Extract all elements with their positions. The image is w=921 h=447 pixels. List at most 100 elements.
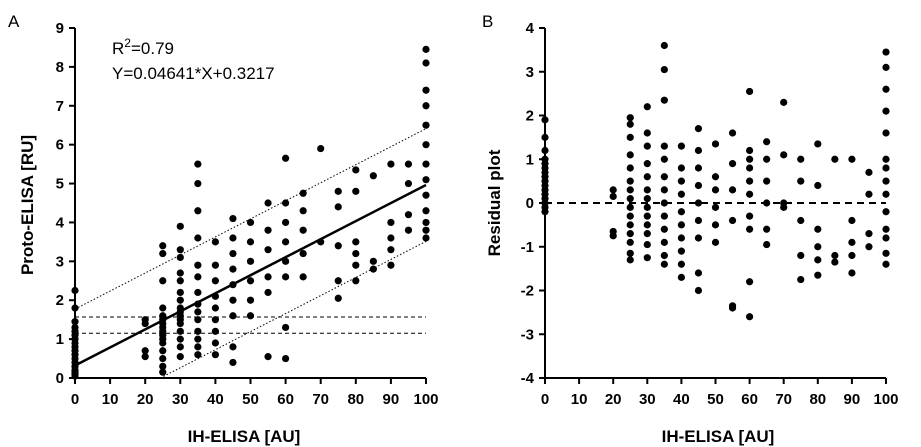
panel-b-data-point (711, 173, 720, 181)
panel-a-y-tick-label: 1 (56, 331, 64, 348)
panel-a-data-point (176, 304, 184, 312)
panel-b-data-point (728, 216, 737, 225)
panel-a-x-tick-label: 50 (242, 391, 259, 408)
panel-a-y-tick-label: 0 (56, 370, 64, 387)
regression-line (74, 183, 427, 367)
panel-b-y-tick-label: 4 (526, 20, 535, 37)
panel-a-data-point (141, 353, 149, 361)
panel-b-data-point (677, 208, 686, 216)
panel-b-x-tick-label: 90 (844, 391, 861, 408)
panel-a-data-point (159, 347, 167, 355)
panel-b-data-point (882, 225, 890, 233)
panel-b-y-tick-label: -2 (521, 283, 534, 300)
panel-b-data-point (746, 87, 754, 96)
panel-b-data-point (694, 286, 703, 295)
panel-a-x-tick-label: 20 (137, 391, 154, 408)
panel-a-data-point (422, 59, 430, 67)
panel-a-data-point (194, 308, 202, 316)
panel-b-data-point (763, 240, 771, 249)
panel-b-data-point (728, 160, 737, 168)
panel-b-data-point (694, 125, 703, 133)
panel-a-data-point (176, 288, 184, 297)
panel-a-data-point (422, 176, 430, 184)
panel-a-data-point (246, 257, 255, 265)
panel-a-x-axis-title: IH-ELISA [AU] (188, 427, 301, 446)
panel-b-data-point (763, 199, 771, 207)
panel-a-x-tick-label: 80 (347, 391, 364, 408)
panel-a-data-point (282, 323, 290, 332)
panel-b-y-tick-label: 1 (526, 151, 534, 168)
panel-a-data-point (194, 343, 202, 351)
panel-b-data-point (814, 256, 822, 264)
panel-b-data-point (643, 142, 651, 150)
panel-a-data-point (422, 102, 430, 110)
panel-a-data-point (194, 300, 202, 308)
panel-a-data-point (229, 249, 237, 258)
panel-b-x-tick-label: 50 (707, 391, 724, 408)
panel-b-data-point (643, 195, 651, 203)
panel-a: A 0 10 20 30 40 50 60 70 80 90 100 0 1 2 3 4 5 6 7 8 9 IH-EL… (8, 12, 439, 446)
panel-b-data-point (677, 260, 686, 268)
panel-b-data-point (626, 238, 634, 246)
panel-a-data-point (422, 226, 430, 234)
panel-b-x-axis-title: IH-ELISA [AU] (662, 427, 775, 446)
panel-b-data-point (728, 186, 737, 194)
r-squared-prefix: R (112, 39, 124, 58)
panel-a-data-point (211, 316, 219, 324)
panel-b-data-point (746, 278, 754, 286)
panel-b-data-point (677, 247, 686, 255)
panel-a-data-point (264, 273, 272, 281)
panel-a-data-point (176, 253, 184, 262)
panel-b-data-point (882, 48, 890, 56)
panel-b-data-point (694, 199, 703, 207)
panel-b-data-point (643, 186, 651, 194)
panel-b-data-point (660, 238, 668, 246)
panel-a-data-point (246, 218, 255, 227)
panel-b-y-tick-label: 3 (526, 64, 534, 81)
r-squared-annotation: R2=0.79 (112, 36, 174, 58)
panel-a-data-point (229, 312, 237, 320)
panel-a-data-point (422, 141, 430, 149)
panel-a-data-point (299, 249, 307, 258)
panel-b-data-point (746, 177, 754, 185)
panel-a-data-point (299, 273, 307, 281)
panel-a-data-point (264, 226, 272, 234)
panel-a-x-tick-label: 70 (312, 391, 329, 408)
panel-b-data-point (882, 249, 890, 257)
panel-b-data-point (746, 155, 754, 163)
panel-b-data-point (831, 258, 839, 266)
panel-b-data-point (626, 221, 634, 229)
panel-b-data-point (626, 133, 634, 141)
panel-a-y-tick-label: 7 (56, 98, 64, 115)
panel-b-y-axis-title: Residual plot (485, 149, 504, 256)
panel-a-letter: A (8, 12, 20, 31)
panel-a-x-tick-label: 60 (277, 391, 294, 408)
panel-b-data-point (694, 269, 703, 277)
panel-a-data-point (334, 187, 342, 195)
panel-a-y-tick-label: 9 (56, 20, 64, 37)
panel-a-data-point (194, 335, 202, 343)
panel-a-y-tick-label: 4 (56, 214, 65, 231)
panel-a-data-point (264, 246, 272, 254)
panel-b-data-point (660, 142, 668, 150)
panel-a-data-point (264, 288, 272, 297)
panel-a-data-point (387, 246, 395, 254)
r-squared-value: =0.79 (131, 39, 174, 58)
panel-a-data-point (176, 277, 184, 285)
panel-b-data-point (746, 190, 754, 198)
panel-b-data-point (711, 186, 720, 194)
panel-b-data-point (609, 227, 617, 236)
panel-a-data-point (141, 347, 149, 355)
panel-b-data-point (882, 190, 890, 198)
panel-b-y-tick-label: -4 (521, 370, 535, 387)
panel-a-data-point (282, 154, 290, 162)
panel-a-data-point (299, 189, 307, 197)
panel-a-x-tick-label: 90 (383, 391, 400, 408)
panel-b-data-point (780, 98, 788, 106)
panel-b-data-point (660, 212, 668, 220)
panel-b-data-point (643, 240, 651, 249)
panel-b-data-point (626, 195, 634, 203)
panel-b-data-point (677, 164, 686, 172)
panel-b-x-tick-label: 80 (809, 391, 826, 408)
panel-a-data-point (422, 207, 430, 215)
